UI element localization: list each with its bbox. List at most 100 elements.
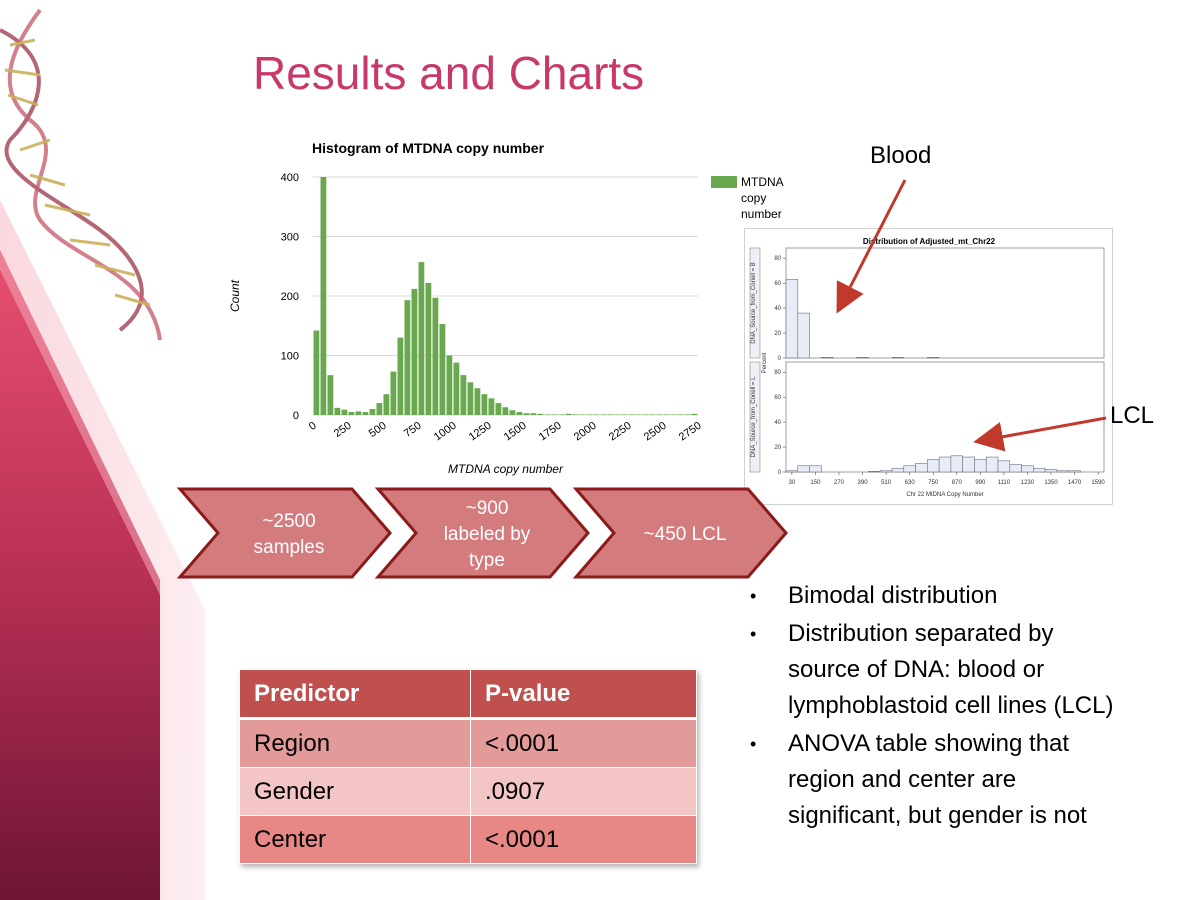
histogram-bar [418,262,425,415]
x-tick-label: 500 [367,420,389,440]
panel-strip-label: DNA_Source_from_Coriell = B [751,262,757,344]
y-tick-label: 20 [774,331,781,337]
table-header-predictor: Predictor [239,669,471,720]
x-tick-label: 2250 [607,420,634,444]
distribution-bar [927,459,940,473]
distribution-bar [962,456,975,473]
histogram-bar [376,403,383,415]
distribution-bar [785,279,799,359]
blood-label: Blood [870,142,932,169]
distribution-bar [915,462,928,473]
y-tick-label: 60 [774,281,781,287]
histogram-bar [565,413,572,415]
x-tick-label: 150 [810,480,821,486]
histogram-bar [488,398,495,415]
histogram-bar [502,407,509,415]
histogram-bar [516,412,523,415]
histogram-bar [635,414,642,415]
distribution-bar [797,465,810,473]
histogram-bar [684,414,691,415]
histogram-bar [390,371,397,415]
bullet-item: • Bimodal distribution [750,578,1180,614]
bullet-line: Distribution separated by [788,620,1054,647]
x-tick-label: 750 [928,480,939,486]
distribution-bar [903,465,916,473]
histogram-bar [572,414,579,415]
x-tick-label: 2500 [642,420,669,444]
bullet-line: significant, but gender is not [788,802,1087,829]
histogram-bar [411,288,418,415]
flow-step-label: labeled by [444,524,531,545]
histogram-bar [530,413,537,415]
y-axis-label: Percent [762,352,768,373]
x-tick-label: 630 [905,480,916,486]
y-tick-label: 0 [778,470,782,476]
distribution-title: Distribution of Adjusted_mt_Chr22 [863,237,996,246]
slide-title: Results and Charts [253,47,645,99]
distribution-bar [1044,469,1058,473]
x-tick-label: 1250 [467,420,494,444]
distribution-bar [985,456,999,473]
distribution-bar [1068,470,1081,473]
distribution-bar [809,465,822,473]
distribution-bar [891,357,905,359]
y-tick-label: 0 [778,356,782,362]
distribution-bar [927,357,940,359]
distribution-bar [797,312,810,359]
distribution-bar [1056,470,1069,473]
lcl-label: LCL [1110,402,1155,429]
histogram-bar [355,411,362,415]
x-tick-label: 1350 [1044,480,1058,486]
dna-sidebar-decoration [0,8,205,900]
x-tick-label: 250 [332,420,354,440]
histogram-bar [369,409,376,415]
distribution-bar [1009,464,1022,473]
distribution-bar [856,357,869,359]
x-tick-label: 1110 [998,480,1011,486]
histogram-bar [327,375,334,415]
table-cell-pvalue: <.0001 [470,815,697,864]
histogram-bar [537,413,544,415]
bullet-item: • Distribution separated by source of DNA:… [750,616,1180,724]
x-tick-label: 390 [858,480,869,486]
histogram-bar [621,414,628,415]
panel-strip [749,361,761,473]
histogram-bar [481,394,488,415]
bullet-text: ANOVA table showing that region and cente… [788,726,1180,834]
x-tick-label: 990 [975,480,986,486]
distribution-bar [879,470,893,473]
flow-step-chevron [374,487,590,579]
histogram-bar [425,282,432,415]
x-tick-label: 1000 [432,420,459,444]
distribution-bar [891,467,905,473]
table-cell-predictor: Gender [239,767,471,816]
bullet-line: source of DNA: blood or [788,656,1045,683]
panel-strip [749,247,761,359]
x-tick-label: 1230 [1021,480,1035,486]
flow-step-label: ~2500 [262,511,315,532]
table-row: Center <.0001 [239,815,697,864]
histogram-title: Histogram of MTDNA copy number [312,140,545,156]
x-tick-label: 30 [789,480,796,486]
table-cell-pvalue: .0907 [470,767,697,816]
histogram-bar [586,414,593,415]
histogram-bar [467,382,474,415]
flow-step-label: samples [254,537,325,558]
bullet-item: • ANOVA table showing that region and cent… [750,726,1180,834]
bullet-text: Bimodal distribution [788,578,1180,614]
y-tick-label: 80 [774,370,781,376]
y-tick-label: 400 [281,172,299,184]
flow-step-chevron [572,487,788,579]
histogram-bar [334,407,341,415]
distribution-bar [950,455,963,473]
bullet-dot-icon: • [750,734,757,754]
x-tick-label: 2750 [677,420,704,444]
histogram-bar [663,414,670,415]
y-tick-label: 0 [293,410,299,422]
panel-box [785,361,1105,473]
flow-step-label: type [469,550,505,571]
y-tick-label: 20 [774,445,781,451]
bullet-line: region and center are [788,766,1017,793]
x-axis-label: MTDNA copy number [448,462,564,476]
distribution-bar [974,459,987,473]
